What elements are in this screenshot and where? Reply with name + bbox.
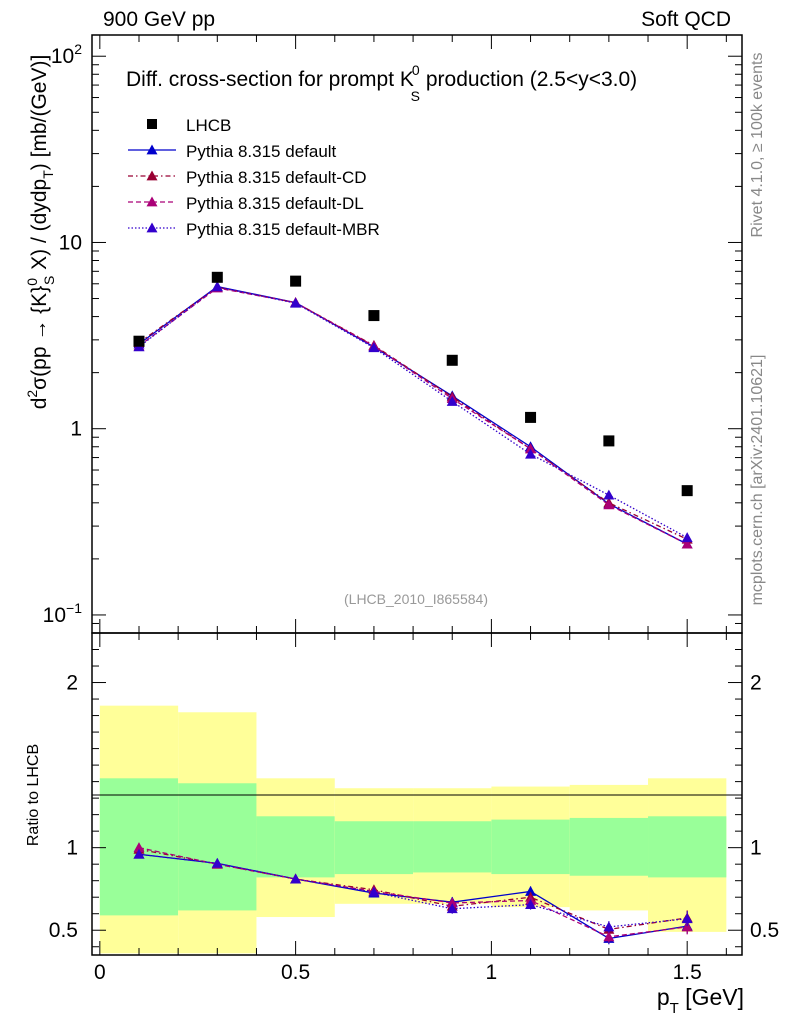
axis-ticks xyxy=(92,35,742,955)
green-band-bin xyxy=(334,821,414,875)
y-tick-label: 10−1 xyxy=(43,600,83,627)
ratio-marker xyxy=(525,899,537,910)
ratio-marker xyxy=(525,885,537,896)
rivet-version-label: Rivet 4.1.0, ≥ 100k events xyxy=(749,53,766,238)
ratio-tick-label-right: 0.5 xyxy=(750,919,779,942)
ratio-tick-label-left: 1 xyxy=(66,837,78,860)
series-line xyxy=(138,287,688,545)
main-series xyxy=(133,271,693,549)
legend-marker-data xyxy=(147,119,157,129)
x-tick-label: 1.5 xyxy=(673,961,702,984)
x-tick-label: 0.5 xyxy=(281,961,310,984)
y-tick-label: 1 xyxy=(70,418,82,441)
data-point xyxy=(211,271,223,283)
green-band-bin xyxy=(648,816,727,878)
ratio-marker xyxy=(290,873,302,884)
series-marker xyxy=(681,538,693,549)
data-point xyxy=(290,275,302,287)
series-marker xyxy=(525,443,537,454)
ratio-marker xyxy=(446,897,458,908)
series-marker xyxy=(368,342,380,353)
legend-label: Pythia 8.315 default-CD xyxy=(186,168,367,187)
green-band-bin xyxy=(256,816,335,878)
ratio-line xyxy=(138,847,688,938)
series-marker xyxy=(290,297,302,308)
ratio-marker xyxy=(368,886,380,897)
ratio-line xyxy=(138,848,688,931)
data-point xyxy=(368,310,380,322)
analysis-tag: (LHCB_2010_I865584) xyxy=(344,591,488,607)
ratio-marker xyxy=(211,857,223,868)
green-band-bin xyxy=(413,821,492,873)
ratio-panel-frame xyxy=(91,632,743,956)
uncertainty-bands xyxy=(99,705,727,954)
x-tick-label: 1 xyxy=(486,961,498,984)
ratio-marker xyxy=(133,842,145,853)
ratio-tick-label-right: 1 xyxy=(750,837,762,860)
series-marker xyxy=(603,489,615,500)
tick-labels: 0 0.5 1 1.5 102 10 1 10−1 2 2 1 1 0.5 0.5 xyxy=(43,41,780,984)
legend-marker xyxy=(146,222,158,233)
legend-label: Pythia 8.315 default-MBR xyxy=(186,220,380,239)
ratio-line xyxy=(138,853,688,928)
green-band-bin xyxy=(491,819,570,875)
header-category: Soft QCD xyxy=(641,8,731,31)
green-band-bin xyxy=(569,817,649,876)
data-point xyxy=(681,485,693,497)
data-point xyxy=(446,354,458,366)
series-line xyxy=(138,286,688,539)
series-marker xyxy=(603,499,615,510)
ratio-marker xyxy=(681,921,693,932)
series-marker xyxy=(446,395,458,406)
legend-marker xyxy=(146,144,158,155)
series-marker xyxy=(525,448,537,459)
legend-marker xyxy=(146,196,158,207)
ratio-tick-label-right: 2 xyxy=(750,672,762,695)
data-point xyxy=(133,335,145,347)
ratio-marker xyxy=(446,903,458,914)
x-tick-label: 0 xyxy=(94,961,106,984)
legend-label: Pythia 8.315 default-DL xyxy=(186,194,364,213)
x-axis-label: pT [GeV] xyxy=(657,984,744,1017)
ratio-y-axis-label: Ratio to LHCB xyxy=(25,744,42,846)
data-point xyxy=(603,435,615,447)
ratio-tick-label-left: 0.5 xyxy=(49,919,78,942)
y-axis-label: d2σ(pp → {K}0S X) / (dydpT) [mb/(GeV)] xyxy=(24,55,57,410)
legend-label-data: LHCB xyxy=(186,116,231,135)
chart-title: Diff. cross-section for prompt K0 S produ… xyxy=(126,62,637,104)
y-tick-label: 10 xyxy=(59,231,82,254)
legend-marker xyxy=(146,170,158,181)
green-band-bin xyxy=(178,783,257,911)
ratio-marker xyxy=(133,848,145,859)
legend-label: Pythia 8.315 default xyxy=(186,142,337,161)
ratio-marker xyxy=(603,931,615,942)
header-energy: 900 GeV pp xyxy=(103,8,215,31)
mcplots-label: mcplots.cern.ch [arXiv:2401.10621] xyxy=(749,355,766,606)
ratio-marker xyxy=(681,913,693,924)
data-point xyxy=(525,411,537,423)
ratio-marker xyxy=(603,921,615,932)
series-marker xyxy=(681,532,693,543)
ratio-series xyxy=(133,842,693,945)
ratio-tick-label-left: 2 xyxy=(66,672,78,695)
legend: LHCB Pythia 8.315 default Pythia 8.315 def… xyxy=(128,116,380,239)
series-marker xyxy=(211,281,223,292)
y-tick-label: 102 xyxy=(51,41,82,68)
